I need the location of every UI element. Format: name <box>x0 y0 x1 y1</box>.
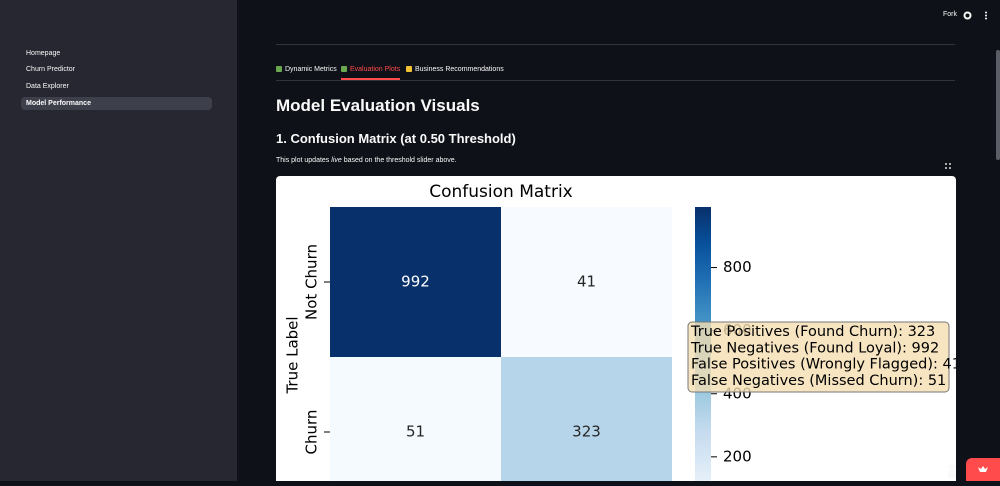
chart-title: Confusion Matrix <box>429 182 573 202</box>
annotation-line: True Negatives (Found Loyal): 992 <box>690 340 939 356</box>
heading: Model Evaluation Visuals <box>276 96 480 115</box>
tab-icon <box>406 66 412 72</box>
cell-label: 992 <box>401 273 430 291</box>
annotation-line: False Negatives (Missed Churn): 51 <box>691 373 946 389</box>
tab-label: Business Recommendations <box>415 66 504 73</box>
nav-item[interactable]: Homepage <box>26 49 61 57</box>
heatmap-cell <box>330 207 501 357</box>
tab-icon <box>276 66 282 72</box>
nav-item[interactable]: Data Explorer <box>26 83 69 91</box>
heatmap-cell <box>501 357 672 481</box>
nav-item[interactable]: Model Performance <box>21 96 212 110</box>
heatmap-cell <box>330 357 501 481</box>
y-tick-label: Churn <box>303 410 321 455</box>
caption-text: This plot updates <box>276 157 330 164</box>
deploy-badge[interactable] <box>966 458 1000 481</box>
caption: This plot updates live based on the thre… <box>276 157 457 164</box>
annotation-line: False Positives (Wrongly Flagged): 41 <box>691 357 956 373</box>
nav-item[interactable]: Churn Predictor <box>26 66 76 74</box>
subheading: 1. Confusion Matrix (at 0.50 Threshold) <box>276 131 516 146</box>
colorbar-tick-label: 200 <box>723 447 752 465</box>
tab-label: Evaluation Plots <box>350 66 401 73</box>
scrollbar[interactable] <box>996 50 1000 160</box>
cell-label: 51 <box>406 423 425 441</box>
tab-border <box>276 80 955 81</box>
header-icons <box>963 11 987 20</box>
annotation-box <box>687 321 950 393</box>
tab-label: Dynamic Metrics <box>285 66 337 73</box>
heatmap-cell <box>501 207 672 357</box>
cell-label: 41 <box>577 273 596 291</box>
caption-text: based on the threshold slider above. <box>343 157 457 164</box>
tab[interactable]: Business Recommendations <box>406 65 504 80</box>
y-axis-label: True Label <box>284 316 302 394</box>
caption-emphasis: live <box>331 157 342 164</box>
fork-button[interactable]: Fork <box>943 11 957 18</box>
divider <box>276 44 955 45</box>
menu-icon[interactable] <box>985 11 987 20</box>
tab-icon <box>341 66 347 72</box>
github-icon-inner <box>965 13 970 18</box>
y-tick-label: Not Churn <box>303 244 321 320</box>
cell-label: 323 <box>572 423 601 441</box>
user-icon <box>948 463 956 478</box>
colorbar-tick-label: 800 <box>723 258 752 276</box>
tab[interactable]: Dynamic Metrics <box>276 65 337 80</box>
chart: Confusion Matrix True Label 992 41 Not Chu… <box>276 176 956 481</box>
sidebar: Homepage Churn Predictor Data Explorer Mode… <box>0 0 237 481</box>
tab[interactable]: Evaluation Plots <box>341 65 401 80</box>
annotation-line: True Positives (Found Churn): 323 <box>690 324 935 340</box>
fullscreen-icon[interactable] <box>944 162 952 170</box>
